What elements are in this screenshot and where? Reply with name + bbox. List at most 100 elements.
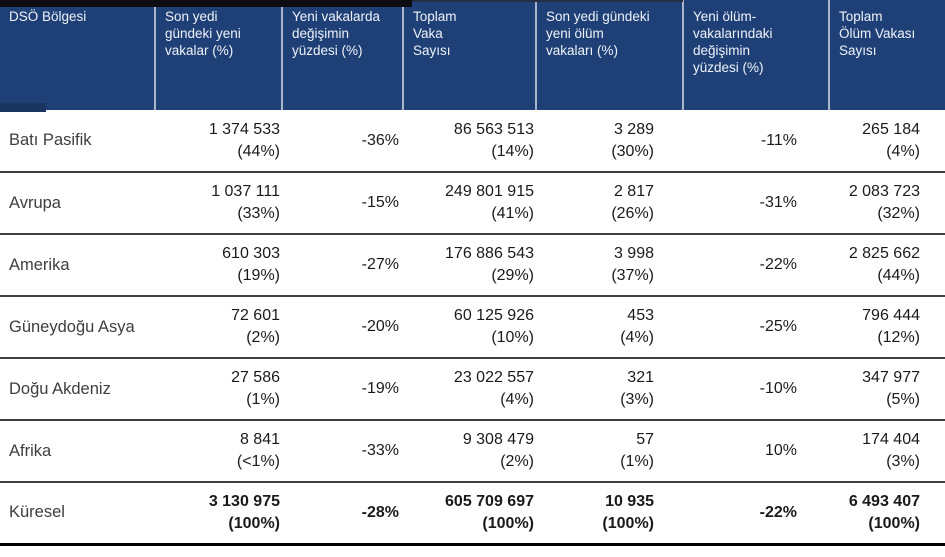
header-cell-total-deaths: Toplam Ölüm Vakası Sayısı [828, 0, 945, 110]
region-label: Güneydoğu Asya [9, 317, 135, 336]
total-deaths-share: (32%) [877, 205, 920, 222]
total-deaths-cell: 796 444 (12%) [829, 295, 945, 358]
header-cell-new-cases-change: Yeni vakalarda değişimin yüzdesi (%) [281, 0, 403, 110]
new-deaths-cell: 453 (4%) [536, 295, 683, 358]
new-cases-cell: 3 130 975 (100%) [155, 481, 282, 546]
total-cases-cell: 249 801 915 (41%) [403, 171, 536, 234]
total-cases-share: (14%) [491, 142, 534, 160]
region-cell: Küresel [0, 481, 155, 546]
new-deaths-change-cell: -25% [683, 295, 829, 358]
new-deaths-cell: 57 (1%) [536, 419, 683, 482]
total-cases-cell: 23 022 557 (4%) [403, 357, 536, 420]
region-cell: Afrika [0, 419, 155, 482]
total-deaths-value: 2 083 723 [848, 183, 920, 200]
total-cases-cell: 9 308 479 (2%) [403, 419, 536, 482]
total-cases-share: (29%) [491, 267, 534, 284]
total-cases-value: 9 308 479 [462, 431, 534, 448]
table-row: Avrupa 1 037 111 (33%) -15% 249 801 915 … [0, 171, 945, 234]
total-deaths-value: 2 825 662 [848, 245, 920, 262]
new-cases-share: (2%) [246, 329, 280, 346]
new-cases-value: 8 841 [239, 431, 280, 448]
region-label: Batı Pasifik [9, 131, 92, 149]
total-cases-value: 60 125 926 [453, 307, 534, 324]
new-deaths-change-cell: -22% [683, 233, 829, 296]
total-cases-share: (4%) [500, 391, 534, 408]
new-cases-share: (33%) [237, 205, 280, 222]
header-corner-notch [0, 103, 46, 112]
new-deaths-value: 321 [627, 369, 654, 386]
table-row: Küresel 3 130 975 (100%) -28% 605 709 69… [0, 481, 945, 546]
total-cases-share: (2%) [500, 453, 534, 470]
new-cases-value: 27 586 [231, 369, 280, 386]
new-deaths-value: 3 289 [613, 120, 654, 138]
total-deaths-cell: 174 404 (3%) [829, 419, 945, 482]
table-row: Afrika 8 841 (<1%) -33% 9 308 479 (2%) 5… [0, 419, 945, 482]
total-deaths-cell: 265 184 (4%) [829, 110, 945, 172]
new-cases-change-cell: -33% [282, 419, 403, 482]
total-cases-value: 605 709 697 [445, 492, 534, 510]
total-deaths-cell: 347 977 (5%) [829, 357, 945, 420]
new-deaths-change-cell: 10% [683, 419, 829, 482]
new-deaths-change-cell: -31% [683, 171, 829, 234]
region-cell: Amerika [0, 233, 155, 296]
total-cases-cell: 605 709 697 (100%) [403, 481, 536, 546]
new-deaths-share: (1%) [620, 453, 654, 470]
total-cases-cell: 176 886 543 (29%) [403, 233, 536, 296]
new-deaths-share: (3%) [620, 391, 654, 408]
total-deaths-value: 174 404 [862, 431, 920, 448]
total-cases-share: (41%) [491, 205, 534, 222]
new-cases-value: 610 303 [222, 245, 280, 262]
total-deaths-share: (3%) [886, 453, 920, 470]
new-deaths-change-cell: -22% [683, 481, 829, 546]
table-row: Güneydoğu Asya 72 601 (2%) -20% 60 125 9… [0, 295, 945, 358]
region-cell: Batı Pasifik [0, 110, 155, 172]
total-deaths-cell: 2 825 662 (44%) [829, 233, 945, 296]
region-cell: Güneydoğu Asya [0, 295, 155, 358]
region-cell: Avrupa [0, 171, 155, 234]
total-cases-cell: 60 125 926 (10%) [403, 295, 536, 358]
new-cases-change-cell: -15% [282, 171, 403, 234]
total-cases-share: (100%) [482, 514, 534, 532]
new-deaths-value: 453 [627, 307, 654, 324]
new-cases-change-cell: -27% [282, 233, 403, 296]
new-cases-cell: 1 374 533 (44%) [155, 110, 282, 172]
new-deaths-share: (37%) [611, 267, 654, 284]
new-cases-cell: 8 841 (<1%) [155, 419, 282, 482]
new-cases-value: 3 130 975 [208, 492, 280, 510]
total-cases-value: 86 563 513 [453, 120, 534, 138]
new-cases-cell: 1 037 111 (33%) [155, 171, 282, 234]
new-deaths-cell: 321 (3%) [536, 357, 683, 420]
total-cases-value: 249 801 915 [445, 183, 534, 200]
total-cases-value: 176 886 543 [445, 245, 534, 262]
total-deaths-share: (5%) [886, 391, 920, 408]
total-cases-cell: 86 563 513 (14%) [403, 110, 536, 172]
region-cell: Doğu Akdeniz [0, 357, 155, 420]
new-deaths-value: 57 [636, 431, 654, 448]
total-cases-value: 23 022 557 [453, 369, 534, 386]
total-deaths-cell: 2 083 723 (32%) [829, 171, 945, 234]
total-deaths-share: (100%) [868, 514, 920, 532]
new-cases-value: 1 037 111 [211, 183, 280, 200]
new-cases-value: 72 601 [231, 307, 280, 324]
new-cases-cell: 610 303 (19%) [155, 233, 282, 296]
header-cell-new-cases: Son yedi gündeki yeni vakalar (%) [154, 0, 282, 110]
new-deaths-cell: 3 998 (37%) [536, 233, 683, 296]
new-cases-share: (100%) [228, 514, 280, 532]
new-deaths-share: (26%) [611, 205, 654, 222]
table-row: Batı Pasifik 1 374 533 (44%) -36% 86 563… [0, 110, 945, 172]
new-deaths-value: 10 935 [605, 492, 654, 510]
new-cases-share: (19%) [237, 267, 280, 284]
new-deaths-share: (100%) [602, 514, 654, 532]
total-cases-share: (10%) [491, 329, 534, 346]
total-deaths-share: (12%) [877, 329, 920, 346]
top-black-bar [0, 0, 412, 7]
header-cell-new-deaths: Son yedi gündeki yeni ölüm vakaları (%) [535, 0, 683, 110]
header-row: DSÖ Bölgesi Son yedi gündeki yeni vakala… [0, 0, 945, 110]
top-thin-line [412, 0, 683, 2]
new-cases-value: 1 374 533 [208, 120, 280, 138]
new-cases-share: (<1%) [236, 453, 280, 470]
new-cases-share: (1%) [246, 391, 280, 408]
region-label: Amerika [9, 255, 70, 274]
header-cell-new-deaths-change: Yeni ölüm- vakalarındaki değişimin yüzde… [682, 0, 829, 110]
